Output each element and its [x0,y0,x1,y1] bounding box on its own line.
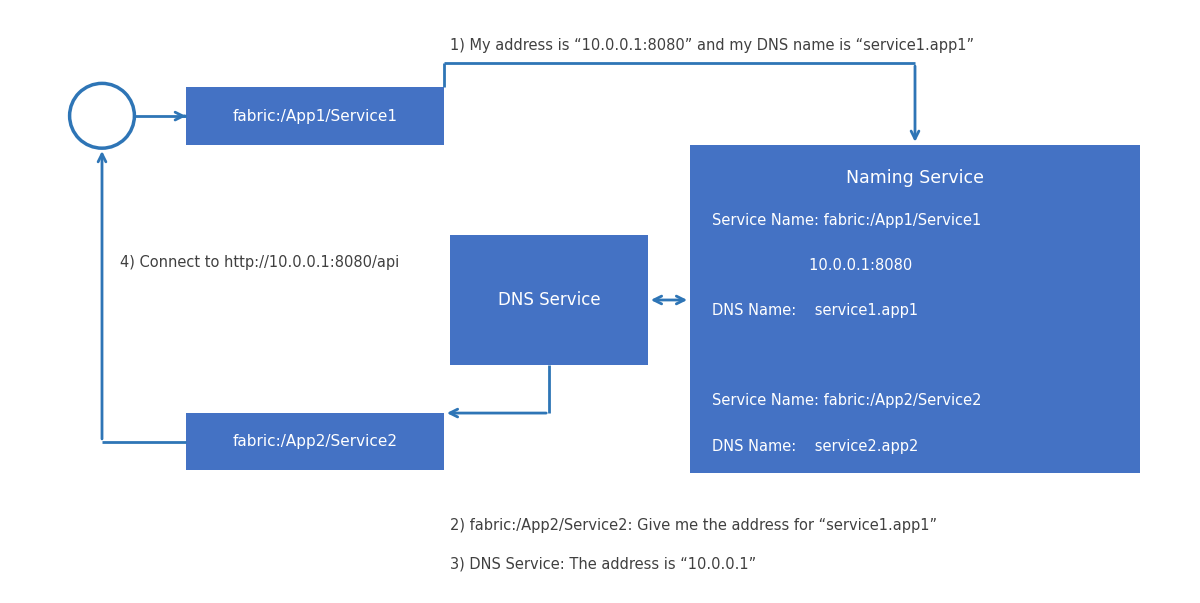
FancyBboxPatch shape [450,235,648,365]
Text: DNS Service: DNS Service [498,291,600,309]
Text: 1) My address is “10.0.0.1:8080” and my DNS name is “service1.app1”: 1) My address is “10.0.0.1:8080” and my … [450,38,974,52]
Text: 2) fabric:/App2/Service2: Give me the address for “service1.app1”: 2) fabric:/App2/Service2: Give me the ad… [450,519,937,533]
Text: DNS Name:    service2.app2: DNS Name: service2.app2 [712,439,918,453]
Text: 10.0.0.1:8080: 10.0.0.1:8080 [712,258,912,273]
Text: fabric:/App1/Service1: fabric:/App1/Service1 [233,109,397,124]
FancyBboxPatch shape [186,413,444,470]
FancyBboxPatch shape [186,87,444,145]
FancyBboxPatch shape [690,145,1140,473]
Text: Service Name: fabric:/App2/Service2: Service Name: fabric:/App2/Service2 [712,394,982,408]
Text: Naming Service: Naming Service [846,169,984,187]
Text: DNS Name:    service1.app1: DNS Name: service1.app1 [712,303,918,318]
Text: 3) DNS Service: The address is “10.0.0.1”: 3) DNS Service: The address is “10.0.0.1… [450,557,756,571]
Text: 4) Connect to http://10.0.0.1:8080/api: 4) Connect to http://10.0.0.1:8080/api [120,255,400,270]
Text: Service Name: fabric:/App1/Service1: Service Name: fabric:/App1/Service1 [712,213,980,227]
Text: fabric:/App2/Service2: fabric:/App2/Service2 [233,434,397,449]
